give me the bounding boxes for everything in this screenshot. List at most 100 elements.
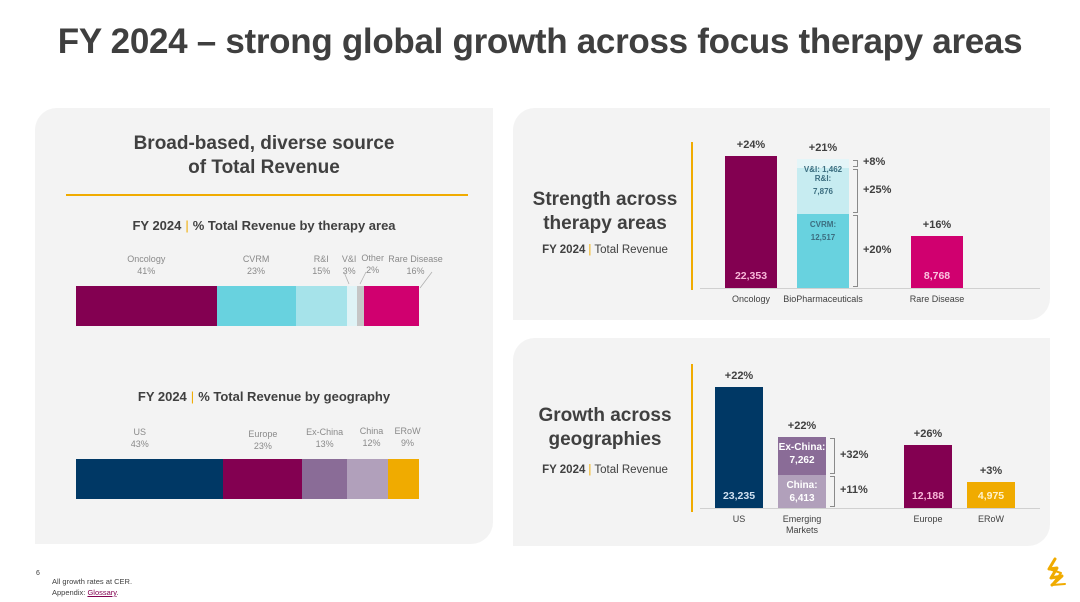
segment-growth-cvrm: +20%	[863, 244, 892, 257]
category-label-line: BioPharmaceuticals	[783, 294, 863, 304]
column-growth-oncology: +24%	[736, 139, 766, 151]
category-label-line: Oncology	[731, 294, 771, 304]
category-label-line: Europe	[913, 514, 943, 524]
segment-percent: 3%	[342, 266, 356, 276]
therapy-areas-title: Strength across therapy areas	[520, 188, 690, 236]
geo-mix-subtitle: FY 2024 |% Total Revenue by geography	[35, 389, 493, 404]
value-label-cvrm: CVRM: 12,517	[810, 218, 836, 244]
therapy-areas-accent-line	[691, 142, 693, 290]
segment-china	[346, 459, 389, 499]
segment-rare-disease	[364, 286, 419, 326]
segment-percent: 16%	[406, 266, 425, 276]
therapy-areas-subtitle-text: Total Revenue	[594, 244, 668, 256]
therapy-mix-leader-lines	[343, 271, 433, 289]
segment-label-us: US 43%	[131, 426, 149, 450]
segment-label-china: China 12%	[360, 425, 384, 449]
value-label-line: Ex-China:	[778, 441, 826, 453]
category-label-line: Rare Disease	[909, 294, 965, 304]
bracket-ri	[853, 168, 858, 214]
category-label-oncology: Oncology	[732, 294, 770, 305]
value-label-line: 8,768	[923, 270, 951, 282]
category-label-us: US	[733, 514, 746, 525]
segment-growth-ri: +25%	[863, 183, 892, 196]
segment-percent: 23%	[253, 441, 272, 451]
column-growth-us: +22%	[724, 370, 754, 382]
geo-mix-subtitle-text: % Total Revenue by geography	[198, 389, 391, 404]
segment-name: Oncology	[127, 254, 166, 264]
column-growth-erow: +3%	[979, 465, 1003, 478]
value-label-line: 6,413	[789, 492, 815, 504]
leader-line-other	[359, 271, 367, 285]
geographies-title-line2: geographies	[548, 429, 662, 450]
value-label-ex-china: Ex-China: 7,262	[779, 441, 826, 467]
segment-erow	[388, 459, 419, 499]
category-label-biopharmaceuticals: BioPharmaceuticals	[783, 294, 863, 305]
therapy-areas-title-line2: therapy areas	[543, 213, 667, 234]
segment-growth-vi: +8%	[863, 156, 886, 169]
value-label-us: 23,235	[723, 490, 755, 503]
category-label-line: US	[732, 514, 746, 524]
category-label-line: Emerging	[782, 514, 822, 524]
segment-label-ri: R&I 15%	[312, 253, 330, 277]
bar-oncology	[725, 156, 777, 288]
segment-name: Europe	[248, 429, 278, 439]
category-label-line: Markets	[785, 525, 818, 535]
therapy-mix-subtitle-year: FY 2024	[132, 218, 182, 233]
revenue-mix-heading-line1: Broad-based, diverse source	[133, 133, 395, 154]
appendix-prefix: Appendix:	[52, 588, 88, 597]
value-label-vi: V&I: 1,462	[804, 163, 842, 176]
segment-name: CVRM	[242, 254, 270, 264]
geographies-subtitle-text: Total Revenue	[594, 464, 668, 476]
value-label-line: 23,235	[722, 490, 756, 502]
geographies-accent-line	[691, 364, 693, 512]
segment-growth-china: +11%	[840, 484, 868, 497]
segment-name: R&I	[313, 254, 329, 264]
segment-oncology	[76, 286, 217, 326]
revenue-mix-heading-line2: of Total Revenue	[188, 157, 340, 178]
segment-label-other: Other 2%	[361, 252, 384, 276]
segment-other	[357, 286, 365, 326]
slide-title: FY 2024 – strong global growth across fo…	[57, 22, 1023, 61]
category-label-rare-disease: Rare Disease	[910, 294, 965, 305]
segment-europe	[223, 459, 303, 499]
geographies-subtitle-year: FY 2024	[542, 464, 586, 476]
bar-cvrm	[797, 214, 849, 288]
therapy-mix-bar	[76, 286, 419, 326]
geographies-baseline	[700, 508, 1040, 509]
bar-europe	[904, 444, 952, 508]
geographies-subtitle: FY 2024 | Total Revenue	[520, 464, 690, 476]
value-label-line: 4,975	[977, 490, 1005, 502]
segment-percent: 9%	[401, 438, 415, 448]
value-label-europe: 12,188	[912, 490, 944, 503]
segment-name: Rare Disease	[388, 254, 443, 264]
bracket-china	[830, 475, 835, 507]
segment-label-ex-china: Ex-China 13%	[306, 426, 343, 450]
segment-label-cvrm: CVRM 23%	[243, 253, 270, 277]
segment-name: US	[133, 427, 146, 437]
category-label-line: ERoW	[977, 514, 1005, 524]
gold-divider	[66, 194, 468, 196]
segment-us	[76, 459, 224, 499]
segment-name: V&I	[341, 254, 357, 264]
segment-label-europe: Europe 23%	[248, 428, 277, 452]
therapy-mix-subtitle: FY 2024 |% Total Revenue by therapy area	[35, 218, 493, 233]
pipe-divider: |	[588, 464, 592, 476]
glossary-link[interactable]: Glossary	[87, 588, 117, 597]
footnote-growth-rates: All growth rates at CER.	[52, 577, 133, 586]
segment-percent: 12%	[362, 438, 381, 448]
value-label-line: 7,876	[812, 186, 834, 196]
revenue-mix-heading: Broad-based, diverse source of Total Rev…	[35, 132, 493, 180]
value-label-line: 12,188	[911, 490, 945, 502]
segment-vi	[346, 286, 358, 326]
leader-line-vi	[343, 271, 350, 285]
therapy-areas-subtitle-year: FY 2024	[542, 244, 586, 256]
bar-vi	[797, 158, 849, 168]
bar-china	[778, 474, 826, 508]
geographies-title: Growth across geographies	[520, 404, 690, 452]
geo-mix-bar	[76, 459, 419, 499]
category-label-europe: Europe	[913, 514, 942, 525]
segment-percent: 2%	[366, 265, 380, 275]
segment-percent: 43%	[130, 439, 149, 449]
pipe-divider: |	[185, 218, 189, 233]
segment-ex-china	[302, 459, 347, 499]
